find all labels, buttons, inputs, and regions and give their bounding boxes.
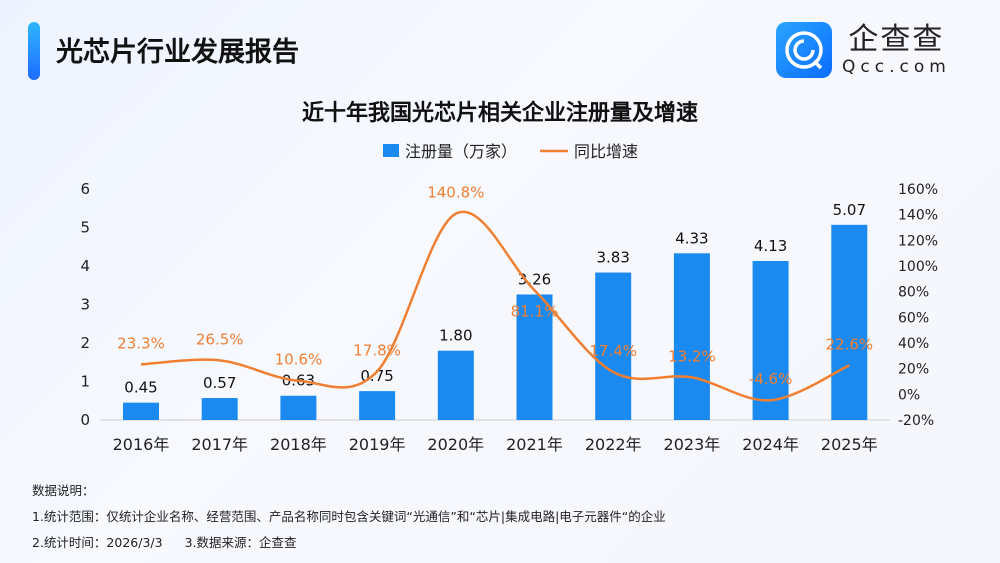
logo-en: Qcc.com (842, 57, 951, 77)
line-label: 13.2% (668, 347, 716, 365)
x-tick-label: 2020年 (427, 435, 484, 454)
legend-bar-swatch (383, 144, 399, 157)
x-tick-label: 2022年 (585, 435, 642, 454)
right-tick-label: 120% (898, 233, 938, 249)
x-tick-label: 2023年 (664, 435, 721, 454)
left-tick-label: 3 (80, 296, 90, 314)
bar-label: 1.80 (439, 327, 472, 345)
bar-label: 0.75 (360, 367, 393, 385)
bar (437, 350, 474, 420)
title-accent (28, 22, 40, 80)
line-label: -4.6% (749, 370, 793, 388)
note-scope: 1.统计范围：仅统计企业名称、经营范围、产品名称同时包含关键词“光通信”和“芯片… (32, 509, 666, 524)
notes-heading: 数据说明： (32, 483, 95, 498)
right-tick-label: 100% (898, 259, 938, 275)
bar (831, 224, 868, 420)
bar-label: 4.13 (754, 237, 787, 255)
legend-bar-label: 注册量（万家） (405, 142, 517, 161)
left-tick-label: 6 (80, 180, 90, 198)
bar (280, 395, 317, 420)
x-tick-label: 2024年 (742, 435, 799, 454)
page-title: 光芯片行业发展报告 (56, 37, 299, 68)
bar-label: 0.45 (124, 379, 157, 397)
bar (673, 253, 710, 420)
chart-title: 近十年我国光芯片相关企业注册量及增速 (301, 101, 698, 126)
line-label: 10.6% (275, 351, 323, 369)
growth-line (140, 210, 850, 402)
logo-cn: 企查查 (848, 22, 945, 57)
line-label: 22.6% (825, 335, 873, 353)
bar (123, 402, 159, 420)
right-tick-label: 80% (898, 285, 929, 301)
right-tick-label: 20% (898, 362, 929, 378)
x-tick-label: 2018年 (270, 435, 327, 454)
x-tick-label: 2016年 (113, 435, 170, 454)
right-tick-label: 0% (898, 387, 920, 403)
bar (595, 272, 632, 420)
line-label: 17.4% (589, 342, 637, 360)
right-tick-label: -20% (898, 413, 934, 429)
right-tick-label: 140% (898, 208, 938, 224)
note-source: 3.数据来源：企查查 (184, 535, 297, 550)
x-tick-label: 2017年 (191, 435, 248, 454)
notes: 数据说明： 1.统计范围：仅统计企业名称、经营范围、产品名称同时包含关键词“光通… (32, 478, 666, 556)
line-label: 81.1% (511, 302, 559, 320)
left-tick-label: 1 (80, 373, 90, 391)
bar (359, 391, 396, 420)
qcc-logo: 企查查 Qcc.com (776, 22, 951, 78)
left-tick-label: 2 (80, 334, 90, 352)
bar (752, 260, 789, 420)
bar-label: 5.07 (833, 201, 866, 219)
bar-label: 0.57 (203, 374, 236, 392)
line-label: 26.5% (196, 330, 244, 348)
x-tick-label: 2019年 (349, 435, 406, 454)
line-label: 17.8% (353, 341, 401, 359)
bar (516, 294, 553, 420)
qcc-logo-icon (776, 22, 832, 78)
x-tick-label: 2025年 (821, 435, 878, 454)
line-label: 23.3% (117, 334, 165, 352)
right-tick-label: 160% (898, 182, 938, 198)
bar-label: 4.33 (675, 229, 708, 247)
bar-label: 3.26 (518, 270, 551, 288)
note-time: 2.统计时间：2026/3/3 (32, 535, 163, 550)
x-tick-label: 2021年 (506, 435, 563, 454)
right-tick-label: 40% (898, 336, 929, 352)
right-tick-label: 60% (898, 310, 929, 326)
bar-label: 3.83 (596, 249, 629, 267)
left-tick-label: 0 (80, 411, 90, 429)
left-tick-label: 4 (80, 257, 90, 275)
legend-line-label: 同比增速 (574, 142, 638, 161)
bar (201, 398, 238, 420)
line-label: 140.8% (427, 184, 484, 202)
left-tick-label: 5 (80, 219, 90, 237)
